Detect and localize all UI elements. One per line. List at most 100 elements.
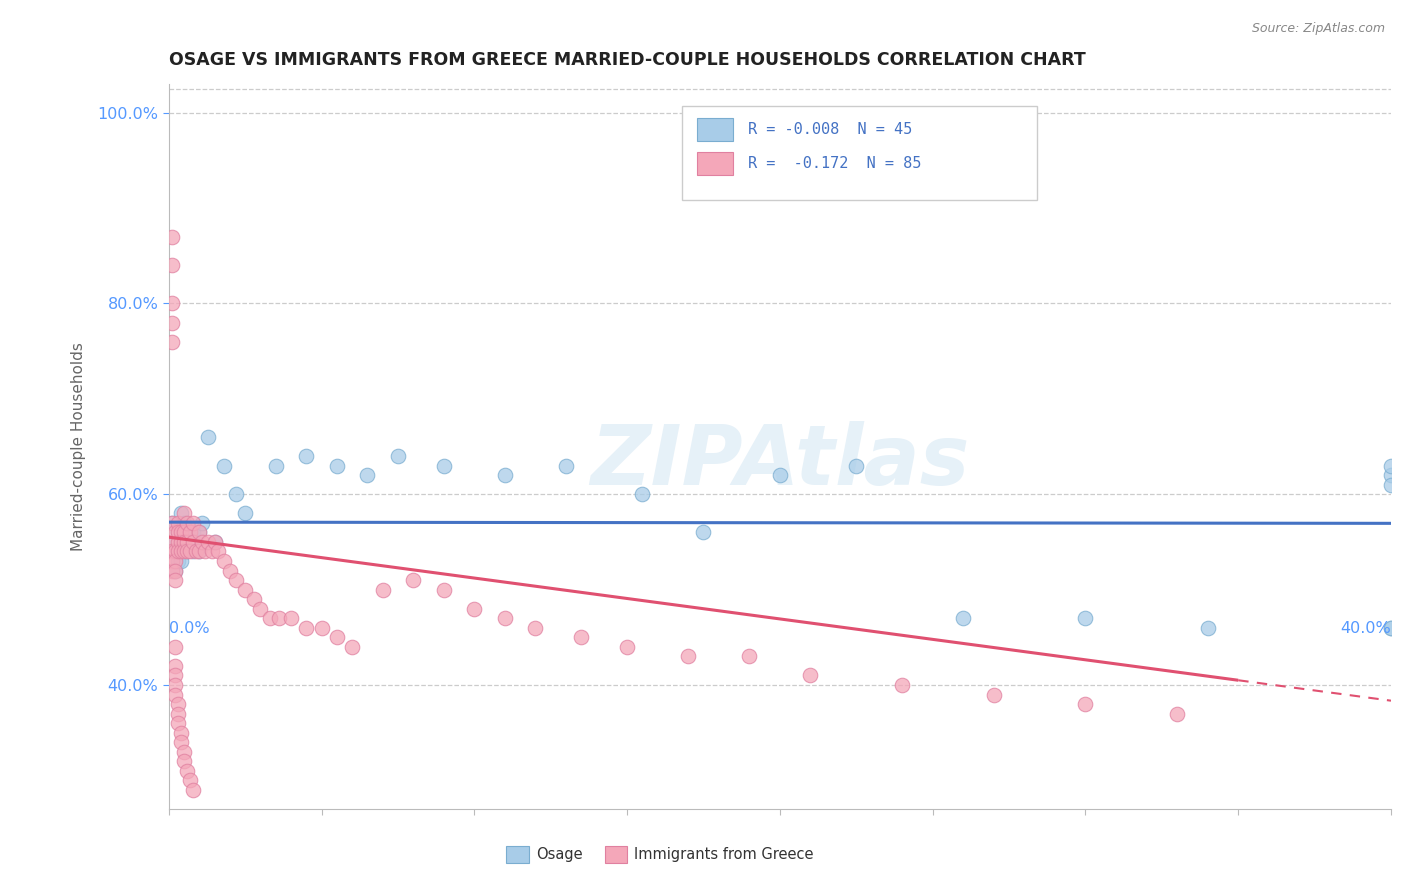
Point (173, 544, 195, 558)
Point (845, 458, 868, 473)
Point (176, 525, 198, 540)
Point (433, 458, 456, 473)
Point (326, 458, 349, 473)
Text: R = -0.008  N = 45: R = -0.008 N = 45 (748, 122, 912, 137)
Point (402, 573, 425, 587)
Point (212, 554, 235, 568)
Point (167, 535, 190, 549)
Point (163, 544, 186, 558)
Point (1379, 621, 1402, 635)
Point (295, 621, 318, 635)
Point (160, 554, 183, 568)
Point (173, 525, 195, 540)
Text: Source: ZipAtlas.com: Source: ZipAtlas.com (1251, 22, 1385, 36)
Point (738, 649, 761, 664)
Point (233, 506, 256, 520)
Point (225, 573, 247, 587)
Point (264, 458, 287, 473)
Point (1379, 458, 1402, 473)
Point (218, 564, 240, 578)
Point (170, 554, 193, 568)
Point (188, 544, 211, 558)
Point (692, 525, 714, 540)
Y-axis label: Married-couple Households: Married-couple Households (72, 343, 86, 551)
Point (181, 783, 204, 797)
Point (167, 544, 190, 558)
Point (160, 564, 183, 578)
Text: ZIPAtlas: ZIPAtlas (591, 420, 970, 501)
Point (356, 468, 378, 483)
Point (769, 468, 792, 483)
Point (176, 544, 198, 558)
Text: Osage: Osage (536, 847, 582, 862)
Point (952, 611, 974, 625)
Point (176, 535, 198, 549)
Point (616, 640, 638, 654)
Point (163, 535, 186, 549)
Point (340, 640, 363, 654)
Point (194, 544, 217, 558)
Point (163, 668, 186, 682)
Point (181, 535, 204, 549)
Point (1379, 468, 1402, 483)
Point (207, 544, 229, 558)
Point (163, 640, 186, 654)
Point (160, 258, 183, 272)
Point (295, 449, 318, 463)
Point (387, 449, 409, 463)
Point (173, 535, 195, 549)
Point (173, 745, 195, 759)
Point (167, 554, 190, 568)
Point (167, 706, 190, 721)
Point (163, 564, 186, 578)
Point (179, 544, 201, 558)
Point (524, 621, 547, 635)
Point (179, 535, 201, 549)
Point (167, 697, 190, 711)
Text: 40.0%: 40.0% (1340, 621, 1391, 635)
Point (280, 611, 302, 625)
Point (173, 506, 195, 520)
FancyBboxPatch shape (697, 153, 734, 176)
Point (170, 535, 193, 549)
Point (233, 582, 256, 597)
Point (494, 468, 516, 483)
Point (1074, 611, 1097, 625)
Point (163, 688, 186, 702)
Point (983, 688, 1005, 702)
Point (181, 525, 204, 540)
Point (160, 516, 183, 530)
Point (463, 601, 485, 615)
Point (163, 678, 186, 692)
Point (170, 506, 193, 520)
Point (170, 525, 193, 540)
Text: R =  -0.172  N = 85: R = -0.172 N = 85 (748, 156, 921, 171)
Point (170, 725, 193, 739)
Point (676, 649, 699, 664)
Point (1379, 477, 1402, 491)
Point (191, 516, 214, 530)
Point (631, 487, 654, 501)
Point (1074, 697, 1097, 711)
Point (555, 458, 578, 473)
Point (170, 735, 193, 749)
Point (197, 535, 219, 549)
Point (163, 525, 186, 540)
FancyBboxPatch shape (697, 119, 734, 142)
Point (243, 592, 266, 607)
Point (163, 659, 186, 673)
Point (191, 535, 214, 549)
Point (160, 296, 183, 310)
Point (326, 630, 349, 644)
Point (176, 764, 198, 778)
Point (197, 430, 219, 444)
Point (176, 544, 198, 558)
Point (186, 535, 208, 549)
Point (167, 525, 190, 540)
Point (311, 621, 333, 635)
Point (160, 544, 183, 558)
Point (163, 564, 186, 578)
Point (259, 611, 281, 625)
Point (1166, 706, 1188, 721)
Point (170, 544, 193, 558)
